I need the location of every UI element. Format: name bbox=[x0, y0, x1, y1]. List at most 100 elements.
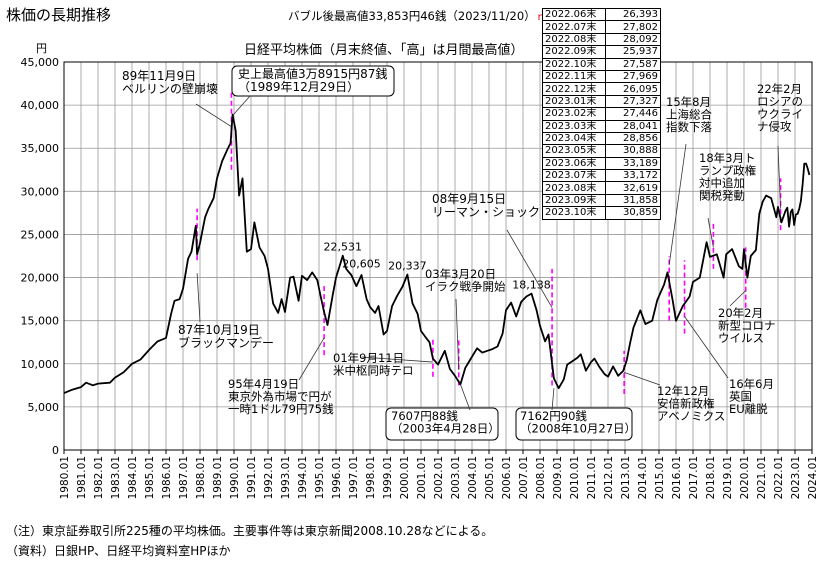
nikkei-series-line bbox=[63, 113, 811, 394]
y-tick-label: 5,000 bbox=[28, 401, 60, 414]
annotation-line: ウクライ bbox=[757, 107, 803, 121]
annotation-line: 87年10月19日 bbox=[178, 323, 260, 337]
table-value-cell: 31,858 bbox=[605, 193, 661, 208]
table-row: 2023.06末 33,189 bbox=[542, 156, 661, 171]
annotation-line: 東京外為市場で円が bbox=[228, 390, 332, 404]
annotation-line: 15年8月 bbox=[666, 95, 711, 109]
bubble-high-text: バブル後最高値33,853円46銭（2023/11/20） bbox=[288, 9, 536, 23]
x-tick-label: 2011.01 bbox=[586, 456, 598, 499]
table-value-cell: 25,937 bbox=[605, 45, 661, 59]
x-tick-label: 2009.01 bbox=[552, 456, 564, 499]
table-value-cell: 28,856 bbox=[605, 131, 661, 146]
table-month-cell: 2022.08末 bbox=[542, 32, 606, 47]
annotation-line: イラク戦争開始 bbox=[425, 280, 506, 294]
plot-frame bbox=[63, 61, 813, 451]
y-tick-label: 0 bbox=[52, 444, 59, 457]
x-tick-label: 1986.01 bbox=[161, 456, 173, 499]
annotation-leader bbox=[196, 273, 201, 323]
annotation-line: 20年2月 bbox=[718, 306, 763, 320]
annotation-line: 7607円88銭 bbox=[391, 409, 458, 423]
annotation-label: 01年9月11日米中枢同時テロ bbox=[333, 351, 414, 378]
x-tick-label: 2002.01 bbox=[433, 456, 445, 499]
annotation-leader bbox=[361, 356, 433, 363]
x-tick-label: 1980.01 bbox=[59, 456, 71, 499]
table-month-cell: 2023.10末 bbox=[542, 206, 606, 220]
table-row: 2023.01末 27,327 bbox=[542, 94, 661, 109]
annotation-line: 米中枢同時テロ bbox=[333, 364, 414, 378]
annotation-label: 18年3月トランプ政権対中追加関税発動 bbox=[699, 151, 757, 203]
annotation-leader bbox=[729, 290, 746, 307]
footnote-note: （注）東京証券取引所225種の平均株価。主要事件等は東京新聞2008.10.28… bbox=[6, 524, 494, 538]
x-tick-label: 1994.01 bbox=[297, 456, 309, 499]
x-tick-label: 2001.01 bbox=[416, 456, 428, 499]
table-row: 2022.06末 26,393 bbox=[542, 7, 661, 22]
table-month-cell: 2023.09末 bbox=[542, 193, 606, 208]
table-row: 2022.12末 26,095 bbox=[542, 82, 661, 96]
annotation-line: アベノミクス bbox=[657, 409, 725, 423]
x-tick-label: 2022.01 bbox=[773, 456, 785, 499]
table-month-cell: 2023.06末 bbox=[542, 156, 606, 171]
table-month-cell: 2023.04末 bbox=[542, 131, 606, 146]
annotation-line: ベルリンの壁崩壊 bbox=[122, 81, 218, 96]
annotation-label: 7162円90銭（2008年10月27日） bbox=[520, 409, 636, 436]
footnote-source: （資料）日銀HP、日経平均資料室HPほか bbox=[6, 544, 231, 558]
annotation-line: 安倍新政権 bbox=[657, 397, 715, 411]
y-tick-label: 20,000 bbox=[21, 272, 60, 285]
x-tick-label: 2016.01 bbox=[671, 456, 683, 499]
x-tick-label: 2008.01 bbox=[535, 456, 547, 499]
table-value-cell: 30,888 bbox=[605, 144, 661, 158]
table-value-cell: 30,859 bbox=[605, 206, 661, 220]
annotation-line: （2008年10月27日） bbox=[520, 422, 636, 436]
x-tick-label: 2019.01 bbox=[722, 456, 734, 499]
y-tick-label: 30,000 bbox=[21, 185, 60, 198]
x-tick-label: 1990.01 bbox=[229, 456, 241, 499]
table-row: 2022.10末 27,587 bbox=[542, 57, 661, 71]
x-tick-label: 1996.01 bbox=[331, 456, 343, 499]
peak-value-label: 22,531 bbox=[324, 241, 363, 254]
x-tick-label: 2003.01 bbox=[450, 456, 462, 499]
peak-value-label: 20,337 bbox=[388, 260, 427, 273]
annotation-line: 新型コロナ bbox=[718, 319, 776, 333]
chart-subtitle: 日経平均株価（月末終値、「高」は月間最高値） bbox=[244, 43, 524, 58]
annotation-leader bbox=[298, 337, 325, 381]
annotation-label: 95年4月19日東京外為市場で円が一時1ドル79円75銭 bbox=[228, 377, 334, 416]
annotation-label: 20年2月新型コロナウイルス bbox=[718, 306, 776, 345]
annotation-line: 01年9月11日 bbox=[333, 351, 404, 365]
table-value-cell: 33,189 bbox=[605, 156, 661, 171]
annotation-line: 16年6月 bbox=[729, 377, 774, 391]
recent-values-table: 2022.06末 26,393 2022.07末 27,802 2022.08末 28,0… bbox=[542, 7, 661, 220]
annotation-line: ロシアの bbox=[757, 95, 803, 109]
callouts bbox=[195, 65, 781, 441]
x-tick-label: 1991.01 bbox=[246, 456, 258, 499]
annotation-leader bbox=[455, 298, 460, 370]
callout-box bbox=[515, 407, 633, 441]
annotation-label: 87年10月19日ブラックマンデー bbox=[178, 323, 274, 350]
table-value-cell: 27,969 bbox=[605, 69, 661, 84]
x-tick-label: 2021.01 bbox=[756, 456, 768, 499]
annotation-leader bbox=[506, 229, 553, 308]
table-value-cell: 32,619 bbox=[605, 181, 661, 195]
table-month-cell: 2023.05末 bbox=[542, 144, 606, 158]
annotation-line: 史上最高値3万8915円87銭 bbox=[238, 66, 387, 81]
y-tick-label: 40,000 bbox=[21, 99, 60, 112]
annotation-leader bbox=[668, 143, 687, 265]
annotation-leader bbox=[551, 388, 555, 411]
x-tick-label: 1997.01 bbox=[348, 456, 360, 499]
table-value-cell: 28,041 bbox=[605, 119, 661, 133]
annotation-line: 95年4月19日 bbox=[228, 377, 299, 391]
annotation-leader bbox=[195, 103, 232, 128]
table-month-cell: 2023.08末 bbox=[542, 181, 606, 195]
y-tick-label: 25,000 bbox=[21, 228, 60, 241]
table-value-cell: 26,095 bbox=[605, 82, 661, 96]
annotation-line: （1989年12月29日） bbox=[238, 80, 359, 94]
table-value-cell: 27,802 bbox=[605, 20, 661, 34]
peak-value-label: 18,138 bbox=[512, 279, 551, 292]
annotation-line: 指数下落 bbox=[666, 120, 712, 134]
peak-value-label: 20,605 bbox=[342, 257, 381, 270]
x-tick-label: 2012.01 bbox=[603, 456, 615, 499]
table-month-cell: 2022.12末 bbox=[542, 82, 606, 96]
x-tick-label: 1988.01 bbox=[195, 456, 207, 499]
annotation-line: 7162円90銭 bbox=[520, 409, 587, 423]
annotation-label: 12年12月安倍新政権アベノミクス bbox=[657, 384, 725, 423]
x-tick-label: 1993.01 bbox=[280, 456, 292, 499]
